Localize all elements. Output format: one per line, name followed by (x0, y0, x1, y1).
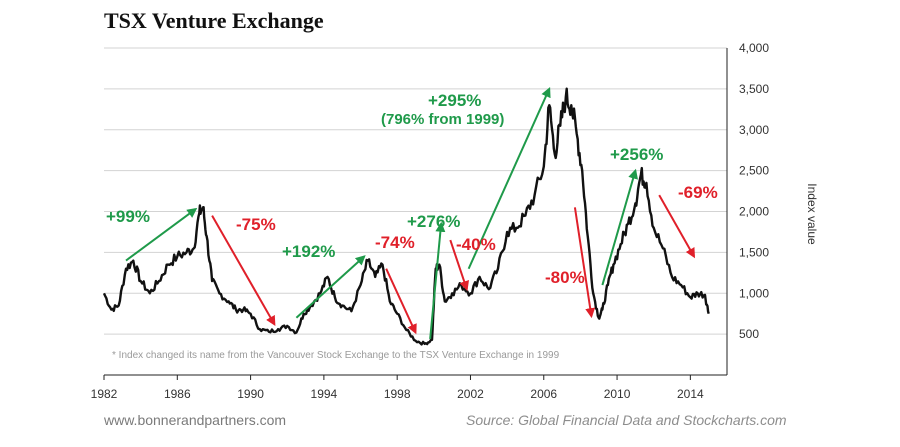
loss-arrow (449, 239, 469, 292)
x-tick-label: 2006 (530, 387, 557, 401)
y-tick-label: 3,000 (739, 123, 769, 137)
y-tick-labels: 500 1,000 1,500 2,000 2,500 3,000 3,500 4,000 (739, 41, 769, 341)
x-tick-label: 1982 (91, 387, 118, 401)
x-tick-label: 1994 (311, 387, 338, 401)
loss-label: -74% (375, 233, 415, 252)
x-tick-label: 1986 (164, 387, 191, 401)
loss-arrow (658, 194, 696, 259)
y-tick-label: 1,000 (739, 286, 769, 300)
loss-arrow (573, 207, 596, 319)
x-tick-label: 1998 (384, 387, 411, 401)
footnote: * Index changed its name from the Vancou… (112, 350, 560, 361)
gain-label: +276% (407, 212, 460, 231)
gain-arrow (601, 168, 638, 286)
axes (103, 48, 728, 380)
series-line (102, 87, 710, 346)
gain-label: +295% (428, 91, 481, 110)
y-tick-label: 1,500 (739, 245, 769, 259)
gain-arrow (125, 207, 198, 262)
y-tick-label: 3,500 (739, 82, 769, 96)
loss-arrow (211, 215, 276, 327)
gridlines (104, 47, 727, 335)
gain-sublabel: (796% from 1999) (381, 111, 504, 128)
website-credit: www.bonnerandpartners.com (104, 412, 287, 428)
annotations: +99% -75% +192% -74% +276% -40% +295%(796% fro… (106, 87, 718, 340)
loss-arrow (385, 268, 417, 335)
gain-label: +192% (282, 242, 335, 261)
source-credit: Source: Global Financial Data and Stockc… (466, 412, 787, 428)
gain-label: +256% (610, 145, 663, 164)
y-tick-label: 500 (739, 327, 759, 341)
x-tick-label: 2002 (457, 387, 484, 401)
loss-label: -69% (678, 183, 718, 202)
loss-label: -75% (236, 215, 276, 234)
loss-label: -80% (545, 268, 585, 287)
x-tick-label: 1990 (237, 387, 264, 401)
gain-arrow (429, 221, 446, 340)
loss-label: -40% (456, 235, 496, 254)
x-tick-label: 2010 (604, 387, 631, 401)
gain-label: +99% (106, 207, 150, 226)
y-tick-label: 2,500 (739, 164, 769, 178)
gain-arrow (467, 87, 551, 270)
y-tick-label: 4,000 (739, 41, 769, 55)
x-tick-label: 2014 (677, 387, 704, 401)
chart-title: TSX Venture Exchange (104, 8, 324, 33)
x-tick-labels: 1982 1986 1990 1994 1998 2002 2006 2010 2014 (91, 387, 704, 401)
gain-arrow (295, 255, 366, 319)
y-tick-label: 2,000 (739, 205, 769, 219)
series-layer (102, 87, 710, 346)
y-axis-label: Index value (805, 183, 819, 245)
